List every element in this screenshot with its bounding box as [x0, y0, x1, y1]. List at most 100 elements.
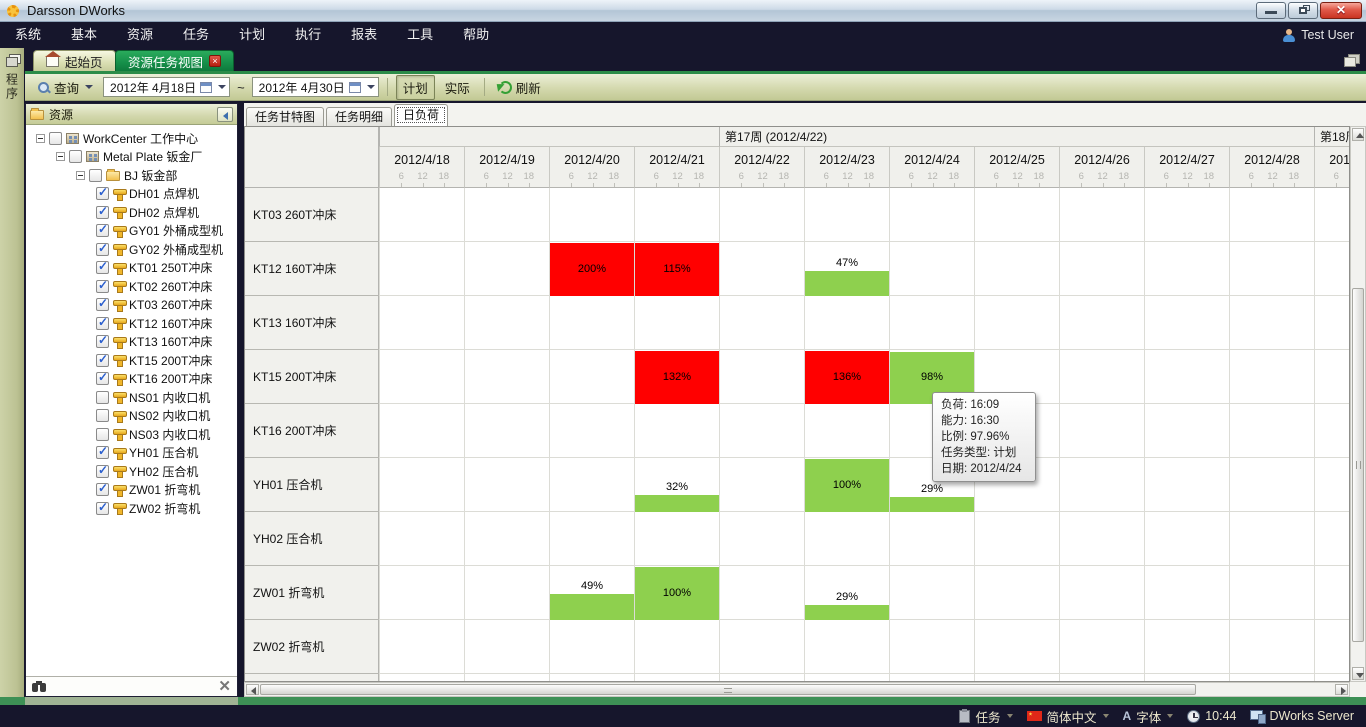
tree-checkbox[interactable]: [96, 390, 109, 404]
date-to-dropdown-icon[interactable]: [366, 85, 375, 89]
horizontal-scrollbar[interactable]: [244, 682, 1350, 697]
load-cell-KT15-2012/4/23[interactable]: 136%: [805, 351, 889, 404]
tree-checkbox[interactable]: [96, 370, 109, 386]
tree-checkbox[interactable]: [96, 481, 109, 497]
expander-minus-icon[interactable]: [36, 133, 45, 143]
actual-toggle-button[interactable]: 实际: [439, 76, 476, 99]
load-bar[interactable]: [635, 567, 719, 620]
scroll-down-button[interactable]: [1352, 667, 1364, 680]
chevron-down-icon[interactable]: [1102, 714, 1109, 718]
load-bar[interactable]: [805, 459, 889, 512]
tree-item-KT16[interactable]: KT16 200T冲床: [26, 370, 237, 389]
status-item-字体[interactable]: 字体: [1123, 707, 1174, 726]
query-dropdown-icon[interactable]: [85, 85, 94, 89]
vertical-scroll-thumb[interactable]: [1352, 288, 1364, 642]
tree-item-KT12[interactable]: KT12 160T冲床: [26, 314, 237, 333]
tree-item-KT13[interactable]: KT13 160T冲床: [26, 333, 237, 352]
load-cell-KT15-2012/4/21[interactable]: 132%: [635, 351, 719, 404]
tree-checkbox[interactable]: [96, 204, 109, 219]
tree-item-DH02[interactable]: DH02 点焊机: [26, 203, 237, 222]
load-bar[interactable]: [635, 495, 719, 512]
scroll-left-button[interactable]: [246, 684, 259, 695]
tree-item-WorkCenter[interactable]: WorkCenter 工作中心: [26, 129, 237, 148]
tree-item-ZW02[interactable]: ZW02 折弯机: [26, 499, 237, 518]
view-tab-任务甘特图[interactable]: 任务甘特图: [246, 107, 325, 126]
overload-bar[interactable]: [635, 243, 719, 296]
chevron-down-icon[interactable]: [1006, 714, 1013, 718]
overload-bar[interactable]: [635, 351, 719, 404]
tree-checkbox[interactable]: [96, 444, 109, 460]
tree-checkbox[interactable]: [96, 296, 109, 312]
menu-item-帮助[interactable]: 帮助: [463, 27, 490, 42]
tree-checkbox[interactable]: [69, 150, 82, 164]
tree-item-KT01[interactable]: KT01 250T冲床: [26, 259, 237, 278]
tree-item-YH01[interactable]: YH01 压合机: [26, 444, 237, 463]
menu-item-执行[interactable]: 执行: [295, 27, 322, 42]
binoculars-search-icon[interactable]: [32, 681, 46, 692]
tree-item-NS02[interactable]: NS02 内收口机: [26, 407, 237, 426]
menu-item-基本[interactable]: 基本: [71, 27, 98, 42]
status-item-10:44[interactable]: 10:44: [1187, 709, 1236, 723]
tree-item-GY02[interactable]: GY02 外桶成型机: [26, 240, 237, 259]
tree-item-NS01[interactable]: NS01 内收口机: [26, 388, 237, 407]
tree-checkbox[interactable]: [96, 409, 109, 423]
tree-checkbox[interactable]: [96, 241, 109, 256]
load-cell-KT12-2012/4/21[interactable]: 115%: [635, 243, 719, 296]
menu-item-系统[interactable]: 系统: [15, 27, 42, 42]
calendar-icon[interactable]: [348, 81, 361, 93]
load-cell-KT12-2012/4/20[interactable]: 200%: [550, 243, 634, 296]
tree-item-KT02[interactable]: KT02 260T冲床: [26, 277, 237, 296]
close-button[interactable]: ✕: [1320, 2, 1362, 19]
view-tab-日负荷[interactable]: 日负荷: [394, 104, 449, 126]
vertical-scrollbar[interactable]: [1350, 126, 1366, 682]
load-bar[interactable]: [890, 497, 974, 512]
refresh-button[interactable]: 刷新: [493, 76, 547, 99]
tree-checkbox[interactable]: [96, 185, 109, 201]
plan-toggle-button[interactable]: 计划: [395, 74, 435, 100]
tree-checkbox[interactable]: [96, 333, 109, 349]
status-item-DWorks Server[interactable]: DWorks Server: [1250, 709, 1354, 724]
tree-checkbox[interactable]: [96, 278, 109, 293]
tree-checkbox[interactable]: [96, 463, 109, 478]
tree-item-YH02[interactable]: YH02 压合机: [26, 462, 237, 481]
date-to-field[interactable]: 2012年 4月30日: [251, 77, 379, 97]
tree-item-KT03[interactable]: KT03 260T冲床: [26, 296, 237, 315]
tree-item-KT15[interactable]: KT15 200T冲床: [26, 351, 237, 370]
status-item-任务[interactable]: 任务: [959, 707, 1013, 726]
tree-checkbox[interactable]: [96, 222, 109, 238]
menu-item-工具[interactable]: 工具: [407, 27, 434, 42]
status-item-简体中文[interactable]: 简体中文: [1026, 707, 1109, 726]
tree-checkbox[interactable]: [49, 131, 62, 145]
query-button[interactable]: 查询: [31, 76, 99, 99]
tab-resource-task-view[interactable]: 资源任务视图 ×: [115, 50, 235, 71]
scroll-right-button[interactable]: [1335, 684, 1348, 695]
tab-home[interactable]: 起始页: [33, 50, 116, 71]
horizontal-scroll-thumb[interactable]: [260, 684, 1196, 695]
tree-item-GY01[interactable]: GY01 外桶成型机: [26, 222, 237, 241]
tab-close-icon[interactable]: ×: [209, 55, 222, 67]
menu-item-报表[interactable]: 报表: [351, 27, 378, 42]
tree-item-Metal[interactable]: Metal Plate 钣金厂: [26, 148, 237, 167]
load-cell-ZW01-2012/4/23[interactable]: 29%: [805, 567, 889, 620]
load-bar[interactable]: [805, 605, 889, 620]
current-user[interactable]: Test User: [1283, 22, 1354, 48]
tree-checkbox[interactable]: [89, 168, 102, 182]
load-cell-ZW01-2012/4/20[interactable]: 49%: [550, 567, 634, 620]
minimize-button[interactable]: [1256, 2, 1286, 19]
chevron-down-icon[interactable]: [1167, 714, 1174, 718]
tree-checkbox[interactable]: [96, 352, 109, 367]
menu-item-计划[interactable]: 计划: [239, 27, 266, 42]
tree-item-BJ[interactable]: BJ 钣金部: [26, 166, 237, 185]
calendar-icon[interactable]: [200, 81, 213, 93]
expander-minus-icon[interactable]: [76, 170, 85, 180]
load-cell-YH01-2012/4/23[interactable]: 100%: [805, 459, 889, 512]
tree-checkbox[interactable]: [96, 427, 109, 441]
expander-minus-icon[interactable]: [56, 152, 65, 162]
overload-bar[interactable]: [805, 351, 889, 404]
overload-bar[interactable]: [550, 243, 634, 296]
load-cell-YH01-2012/4/21[interactable]: 32%: [635, 459, 719, 512]
view-tab-任务明细[interactable]: 任务明细: [326, 107, 393, 126]
tree-item-DH01[interactable]: DH01 点焊机: [26, 185, 237, 204]
tree-checkbox[interactable]: [96, 315, 109, 330]
load-cell-ZW01-2012/4/21[interactable]: 100%: [635, 567, 719, 620]
